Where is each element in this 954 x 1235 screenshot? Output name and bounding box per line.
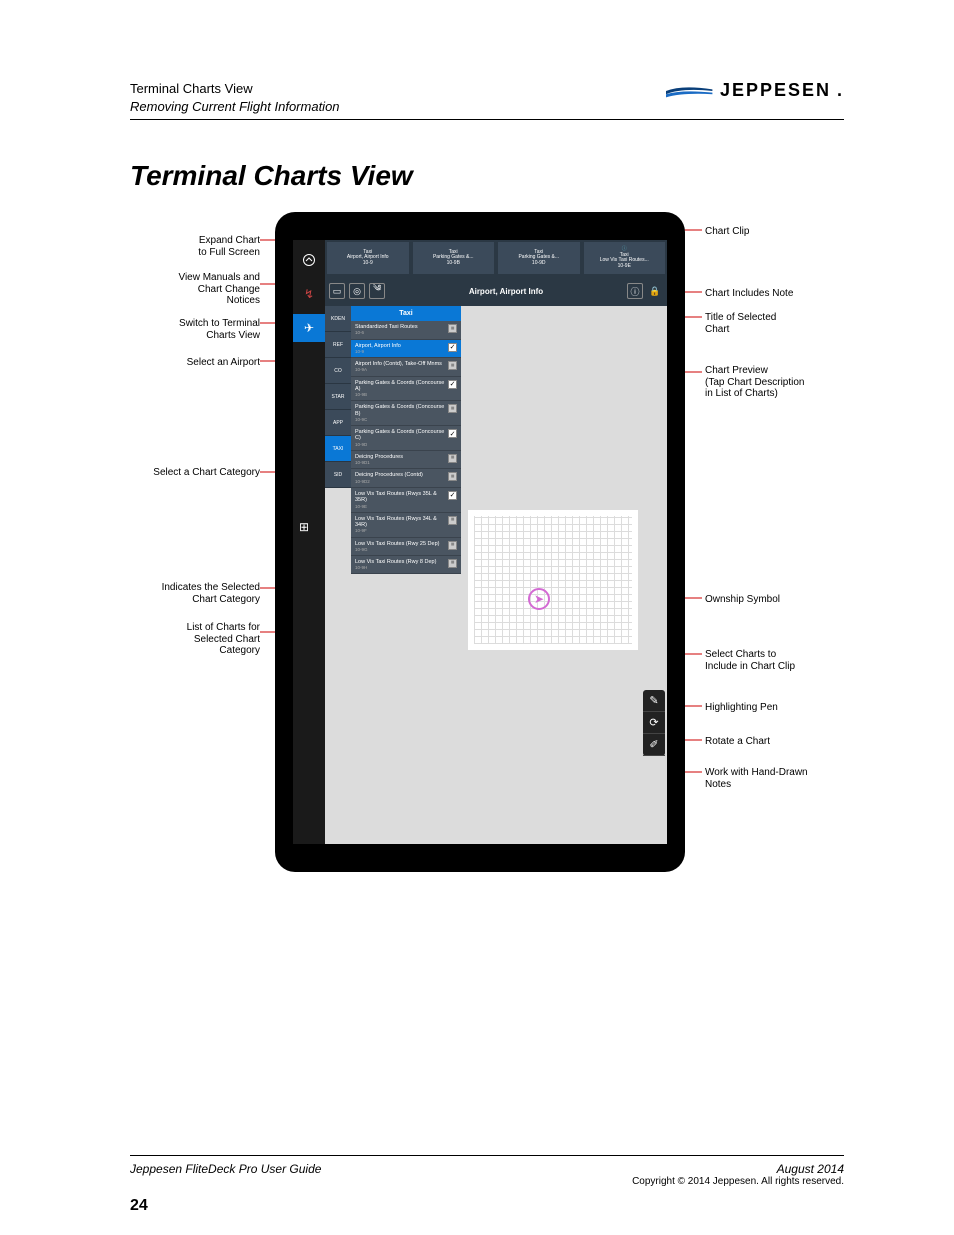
chart-list-row[interactable]: Parking Gates & Coords (Concourse C)10-9… bbox=[351, 426, 461, 451]
terminal-charts-icon[interactable]: ✈ bbox=[293, 314, 325, 342]
clip-checkbox[interactable]: ■ bbox=[448, 404, 457, 413]
highlighting-pen-button[interactable]: ✎ bbox=[643, 690, 665, 712]
chart-list-row[interactable]: Parking Gates & Coords (Concourse B)10-9… bbox=[351, 401, 461, 426]
chart-list-row[interactable]: Low Vis Taxi Routes (Rwy 8 Dep)10-9H■ bbox=[351, 556, 461, 574]
clip-checkbox[interactable]: ■ bbox=[448, 361, 457, 370]
app-sidebar: ↯ ✈ bbox=[293, 240, 325, 844]
clip-tab[interactable]: TaxiAirport, Airport Info10-9 bbox=[327, 242, 409, 274]
chart-list-row[interactable]: Parking Gates & Coords (Concourse A)10-9… bbox=[351, 377, 461, 402]
clip-tab[interactable]: ⓘ TaxiLow Vis Taxi Routes...10-9E bbox=[584, 242, 666, 274]
chart-tools-panel: ✎⟳✐ bbox=[643, 690, 665, 756]
callout-label: Title of SelectedChart bbox=[705, 312, 845, 335]
chart-clip-strip: TaxiAirport, Airport Info10-9TaxiParking… bbox=[325, 240, 667, 276]
category-kden[interactable]: KDEN bbox=[325, 306, 351, 332]
hand-drawn-notes-button[interactable]: ✐ bbox=[643, 734, 665, 756]
category-taxi[interactable]: TAXI bbox=[325, 436, 351, 462]
callout-label: Rotate a Chart bbox=[705, 736, 845, 748]
chart-list-row[interactable]: Airport Info (Contd), Take-Off Mnms10-9A… bbox=[351, 358, 461, 376]
callout-label: Work with Hand-DrawnNotes bbox=[705, 767, 845, 790]
toolbar-icon-1[interactable]: ▭ bbox=[329, 283, 345, 299]
category-co[interactable]: CO bbox=[325, 358, 351, 384]
windows-icon[interactable]: ⊞ bbox=[299, 520, 309, 534]
chart-list-pane: Taxi Standardized Taxi Routes10-6■Airpor… bbox=[351, 306, 461, 574]
page-footer: Jeppesen FliteDeck Pro User Guide August… bbox=[130, 1155, 844, 1187]
chart-list-row[interactable]: Airport, Airport Info10-9✓ bbox=[351, 340, 461, 358]
chart-toolbar: ▭ ◎ ༄ Airport, Airport Info ⓘ 🔒 bbox=[325, 276, 667, 306]
category-star[interactable]: STAR bbox=[325, 384, 351, 410]
clip-tab[interactable]: TaxiParking Gates &...10-9B bbox=[413, 242, 495, 274]
selected-chart-title: Airport, Airport Info bbox=[385, 287, 627, 296]
callout-label: Chart Clip bbox=[705, 226, 845, 238]
callout-label: Select Charts toInclude in Chart Clip bbox=[705, 649, 845, 672]
clip-checkbox[interactable]: ■ bbox=[448, 516, 457, 525]
clip-checkbox[interactable]: ✓ bbox=[448, 380, 457, 389]
chart-category-column: KDENREFCOSTARAPPTAXISID bbox=[325, 306, 351, 488]
expand-icon[interactable] bbox=[293, 246, 325, 274]
chart-list-header: Taxi bbox=[351, 306, 461, 321]
chart-list-row[interactable]: Standardized Taxi Routes10-6■ bbox=[351, 321, 461, 339]
footer-copyright: Copyright © 2014 Jeppesen. All rights re… bbox=[130, 1176, 844, 1187]
callout-label: Switch to TerminalCharts View bbox=[130, 318, 260, 341]
chart-list-row[interactable]: Low Vis Taxi Routes (Rwys 34L & 34R)10-9… bbox=[351, 513, 461, 538]
header-subtitle: Removing Current Flight Information bbox=[130, 98, 340, 116]
callout-label: Ownship Symbol bbox=[705, 594, 845, 606]
lock-icon[interactable]: 🔒 bbox=[647, 283, 663, 299]
clip-checkbox[interactable]: ■ bbox=[448, 454, 457, 463]
note-icon[interactable]: ⓘ bbox=[627, 283, 643, 299]
rotate-chart-button[interactable]: ⟳ bbox=[643, 712, 665, 734]
chart-preview[interactable]: ➤ bbox=[468, 510, 638, 650]
page-number: 24 bbox=[130, 1197, 148, 1215]
footer-left: Jeppesen FliteDeck Pro User Guide bbox=[130, 1162, 321, 1176]
callout-label: View Manuals andChart ChangeNotices bbox=[130, 272, 260, 307]
category-sid[interactable]: SID bbox=[325, 462, 351, 488]
clip-checkbox[interactable]: ✓ bbox=[448, 491, 457, 500]
callout-label: Chart Preview(Tap Chart Descriptionin Li… bbox=[705, 365, 845, 400]
callout-label: Indicates the SelectedChart Category bbox=[130, 582, 260, 605]
clip-checkbox[interactable]: ■ bbox=[448, 324, 457, 333]
clip-checkbox[interactable]: ✓ bbox=[448, 343, 457, 352]
category-ref[interactable]: REF bbox=[325, 332, 351, 358]
callout-label: List of Charts forSelected ChartCategory bbox=[130, 622, 260, 657]
page-header: Terminal Charts View Removing Current Fl… bbox=[130, 80, 844, 120]
toolbar-icon-3[interactable]: ༄ bbox=[369, 283, 385, 299]
clip-checkbox[interactable]: ■ bbox=[448, 541, 457, 550]
callout-label: Highlighting Pen bbox=[705, 702, 845, 714]
annotated-figure: ↯ ✈ ⊞ TaxiAirport, Airport Info10-9TaxiP… bbox=[130, 212, 840, 912]
category-app[interactable]: APP bbox=[325, 410, 351, 436]
footer-right: August 2014 bbox=[777, 1162, 844, 1176]
callout-label: Chart Includes Note bbox=[705, 288, 845, 300]
callout-label: Select an Airport bbox=[130, 357, 260, 369]
toolbar-icon-2[interactable]: ◎ bbox=[349, 283, 365, 299]
callout-label: Select a Chart Category bbox=[130, 467, 260, 479]
page-title: Terminal Charts View bbox=[130, 160, 844, 192]
tablet-screen: ↯ ✈ ⊞ TaxiAirport, Airport Info10-9TaxiP… bbox=[293, 240, 667, 844]
chart-list-row[interactable]: Low Vis Taxi Routes (Rwy 25 Dep)10-9G■ bbox=[351, 538, 461, 556]
clip-tab[interactable]: TaxiParking Gates &...10-9D bbox=[498, 242, 580, 274]
logo-swoosh-icon bbox=[666, 83, 714, 99]
header-title: Terminal Charts View bbox=[130, 80, 340, 98]
callout-label: Expand Chartto Full Screen bbox=[130, 235, 260, 258]
clip-checkbox[interactable]: ✓ bbox=[448, 429, 457, 438]
manuals-icon[interactable]: ↯ bbox=[293, 280, 325, 308]
chart-list-row[interactable]: Deicing Procedures (Contd)10-9D2■ bbox=[351, 469, 461, 487]
clip-checkbox[interactable]: ■ bbox=[448, 472, 457, 481]
ownship-symbol-icon: ➤ bbox=[528, 588, 550, 610]
chart-list-row[interactable]: Low Vis Taxi Routes (Rwys 35L & 35R)10-9… bbox=[351, 488, 461, 513]
clip-checkbox[interactable]: ■ bbox=[448, 559, 457, 568]
tablet-frame: ↯ ✈ ⊞ TaxiAirport, Airport Info10-9TaxiP… bbox=[275, 212, 685, 872]
chart-list-row[interactable]: Deicing Procedures10-9D1■ bbox=[351, 451, 461, 469]
jeppesen-logo: JEPPESEN. bbox=[666, 80, 844, 101]
